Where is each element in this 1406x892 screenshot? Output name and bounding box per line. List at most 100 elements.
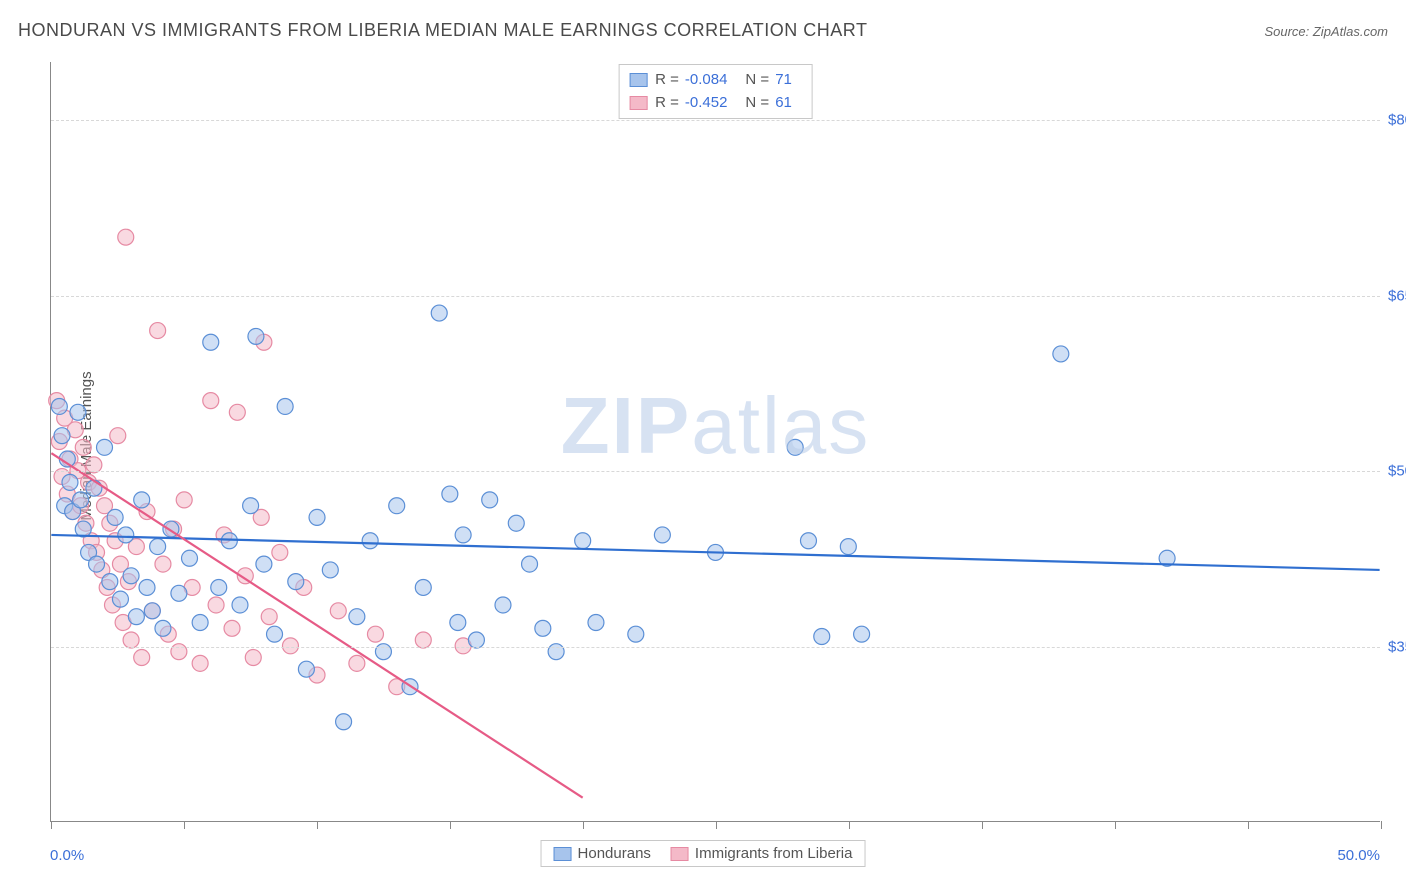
data-point <box>349 609 365 625</box>
data-point <box>654 527 670 543</box>
data-point <box>150 539 166 555</box>
data-point <box>495 597 511 613</box>
data-point <box>176 492 192 508</box>
data-point <box>171 585 187 601</box>
stats-r-value-2: -0.452 <box>685 92 728 115</box>
data-point <box>588 615 604 631</box>
data-point <box>362 533 378 549</box>
data-point <box>211 579 227 595</box>
data-point <box>118 527 134 543</box>
data-point <box>229 404 245 420</box>
data-point <box>272 544 288 560</box>
data-point <box>349 655 365 671</box>
grid-line <box>51 120 1380 121</box>
data-point <box>192 655 208 671</box>
data-point <box>110 428 126 444</box>
trend-line <box>51 535 1379 570</box>
data-point <box>128 609 144 625</box>
data-point <box>182 550 198 566</box>
data-point <box>203 334 219 350</box>
stats-legend-box: R = -0.084 N = 71 R = -0.452 N = 61 <box>618 64 813 119</box>
grid-line <box>51 296 1380 297</box>
x-tick <box>450 821 451 829</box>
chart-title: HONDURAN VS IMMIGRANTS FROM LIBERIA MEDI… <box>18 20 867 41</box>
data-point <box>118 229 134 245</box>
data-point <box>192 615 208 631</box>
x-tick <box>716 821 717 829</box>
grid-line <box>51 471 1380 472</box>
stats-r-label: R = <box>655 69 679 92</box>
data-point <box>309 509 325 525</box>
data-point <box>256 556 272 572</box>
data-point <box>535 620 551 636</box>
data-point <box>248 328 264 344</box>
data-point <box>139 579 155 595</box>
stats-row-series-1: R = -0.084 N = 71 <box>629 69 802 92</box>
stats-n-value-2: 61 <box>775 92 792 115</box>
data-point <box>203 393 219 409</box>
data-point <box>415 632 431 648</box>
x-tick <box>849 821 850 829</box>
data-point <box>442 486 458 502</box>
data-point <box>267 626 283 642</box>
x-tick <box>982 821 983 829</box>
y-tick-label: $80,000 <box>1386 112 1406 129</box>
legend-label-2: Immigrants from Liberia <box>695 845 853 862</box>
data-point <box>112 591 128 607</box>
data-point <box>367 626 383 642</box>
data-point <box>86 480 102 496</box>
data-point <box>62 474 78 490</box>
data-point <box>150 323 166 339</box>
data-point <box>97 439 113 455</box>
data-point <box>70 404 86 420</box>
data-point <box>787 439 803 455</box>
legend-swatch-1 <box>554 847 572 861</box>
data-point <box>330 603 346 619</box>
grid-line <box>51 647 1380 648</box>
x-tick <box>1115 821 1116 829</box>
legend-swatch-2 <box>671 847 689 861</box>
data-point <box>232 597 248 613</box>
data-point <box>482 492 498 508</box>
data-point <box>522 556 538 572</box>
data-point <box>288 574 304 590</box>
data-point <box>450 615 466 631</box>
stats-n-value-1: 71 <box>775 69 792 92</box>
data-point <box>814 629 830 645</box>
x-tick <box>184 821 185 829</box>
x-tick <box>1381 821 1382 829</box>
stats-row-series-2: R = -0.452 N = 61 <box>629 92 802 115</box>
x-tick <box>1248 821 1249 829</box>
y-tick-label: $35,000 <box>1386 638 1406 655</box>
plot-svg <box>51 62 1380 821</box>
x-axis-min-label: 0.0% <box>50 847 84 864</box>
data-point <box>336 714 352 730</box>
stats-r-value-1: -0.084 <box>685 69 728 92</box>
x-tick <box>51 821 52 829</box>
data-point <box>107 509 123 525</box>
data-point <box>73 492 89 508</box>
data-point <box>51 398 67 414</box>
data-point <box>575 533 591 549</box>
data-point <box>508 515 524 531</box>
data-point <box>208 597 224 613</box>
data-point <box>54 428 70 444</box>
x-axis-max-label: 50.0% <box>1337 847 1380 864</box>
data-point <box>431 305 447 321</box>
legend-label-1: Hondurans <box>578 845 651 862</box>
data-point <box>854 626 870 642</box>
data-point <box>245 650 261 666</box>
data-point <box>134 492 150 508</box>
data-point <box>389 498 405 514</box>
data-point <box>123 632 139 648</box>
data-point <box>455 527 471 543</box>
legend-item-series-1: Hondurans <box>554 845 651 862</box>
source-attribution: Source: ZipAtlas.com <box>1264 24 1388 39</box>
data-point <box>224 620 240 636</box>
data-point <box>277 398 293 414</box>
plot-area: ZIPatlas R = -0.084 N = 71 R = -0.452 N … <box>50 62 1380 822</box>
data-point <box>261 609 277 625</box>
data-point <box>134 650 150 666</box>
data-point <box>102 574 118 590</box>
y-tick-label: $50,000 <box>1386 463 1406 480</box>
